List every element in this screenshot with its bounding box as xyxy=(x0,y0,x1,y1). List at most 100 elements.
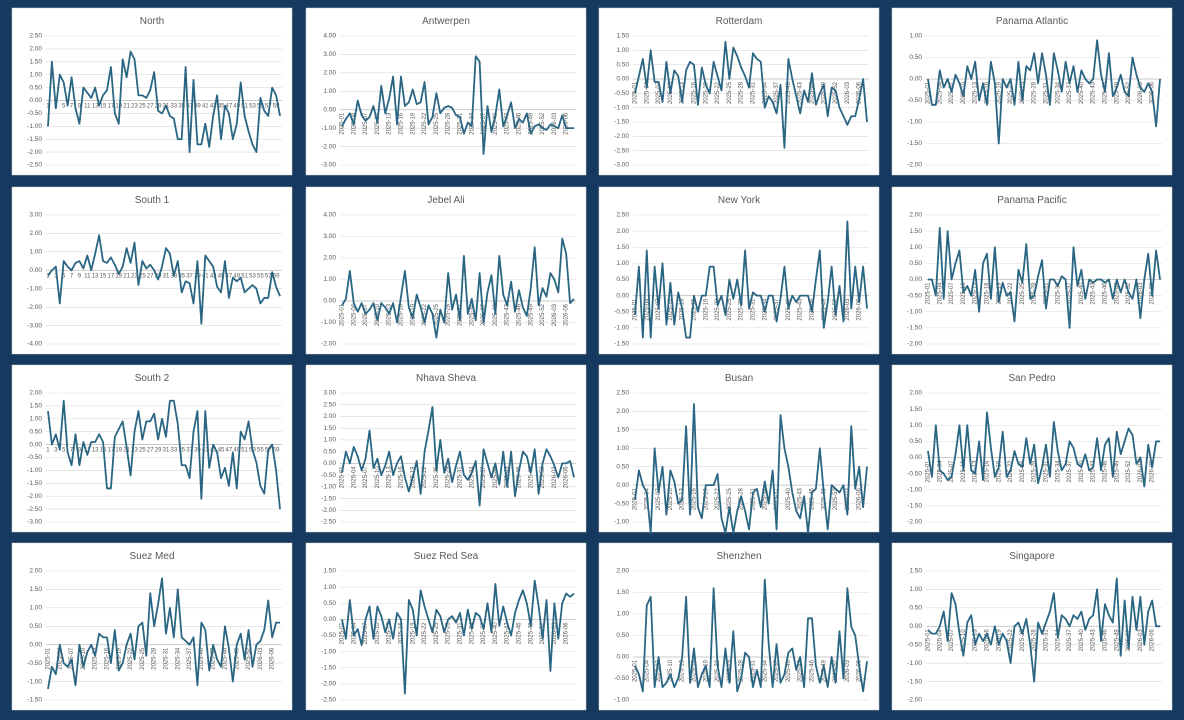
x-tick-label: 2026-03 xyxy=(845,298,851,321)
x-tick-label: 2025-37 xyxy=(774,298,780,321)
x-tick-label: 2025-46 xyxy=(810,487,816,510)
x-tick-label: 2025-46 xyxy=(517,622,523,645)
x-tick-label: 2026-03 xyxy=(1138,282,1144,305)
y-tick-label: 2.00 xyxy=(29,568,42,575)
x-tick-label: 2025-01 xyxy=(926,282,932,305)
x-tick-label: 2025-34 xyxy=(469,466,475,489)
y-tick-label: -1.50 xyxy=(907,140,922,147)
y-tick-label: 1.50 xyxy=(323,425,336,432)
y-tick-label: 0.50 xyxy=(323,600,336,607)
x-tick-label: 7 xyxy=(70,104,74,110)
y-tick-label: -1.00 xyxy=(907,119,922,126)
x-tick-label: 2025-40 xyxy=(1079,81,1085,104)
x-tick-label: 13 xyxy=(92,104,99,110)
x-tick-label: 2025-01 xyxy=(926,629,932,652)
y-tick-label: -0.50 xyxy=(321,632,336,639)
x-tick-label: 2025-28 xyxy=(446,622,452,645)
y-tick-label: 0.00 xyxy=(616,292,629,299)
y-tick-label: 0.50 xyxy=(909,54,922,61)
x-tick-label: 2025-43 xyxy=(798,659,804,682)
y-tick-label: -0.50 xyxy=(27,110,42,117)
x-tick-label: 2025-13 xyxy=(973,629,979,652)
x-tick-label: 2025-34 xyxy=(1055,81,1061,104)
x-tick-label: 2025-49 xyxy=(528,622,534,645)
y-tick-label: 3.00 xyxy=(323,390,336,397)
x-tick-label: 2025-07 xyxy=(656,298,662,321)
data-line xyxy=(927,39,1161,145)
x-tick-label: 2025-40 xyxy=(786,487,792,510)
chart-title: South 2 xyxy=(135,373,170,384)
x-tick-label: 53 xyxy=(249,273,256,279)
x-tick-label: 2025-49 xyxy=(528,112,534,135)
y-tick-label: 2.00 xyxy=(909,212,922,219)
x-tick-label: 29 xyxy=(155,448,162,454)
data-line xyxy=(341,406,575,507)
x-tick-label: 2025-16 xyxy=(399,303,405,326)
x-tick-label: 2025-19 xyxy=(116,647,122,670)
x-tick-label: 2025-04 xyxy=(351,466,357,489)
x-tick-label: 47 xyxy=(226,104,233,110)
x-tick-label: 2025-22 xyxy=(422,466,428,489)
x-tick-label: 2026-06 xyxy=(564,622,570,645)
x-tick-label: 2025-22 xyxy=(715,81,721,104)
x-tick-label: 15 xyxy=(100,104,107,110)
y-tick-label: 0.00 xyxy=(616,76,629,83)
data-line xyxy=(634,220,868,339)
y-tick-label: 0.50 xyxy=(909,605,922,612)
y-tick-label: -2.50 xyxy=(614,147,629,154)
x-tick-label: 9 xyxy=(78,448,82,454)
x-tick-label: 25 xyxy=(139,273,146,279)
x-tick-label: 7 xyxy=(70,448,74,454)
x-tick-label: 2025-13 xyxy=(387,622,393,645)
x-tick-label: 2025-52 xyxy=(540,112,546,135)
x-tick-label: 27 xyxy=(147,104,154,110)
chart-panel: Suez Med -1.50 -1.00 -0.50 0.00 0.50 1.00 1.50 2… xyxy=(11,542,293,711)
y-tick-label: 0.50 xyxy=(29,428,42,435)
y-tick-label: -1.00 xyxy=(907,486,922,493)
x-tick-label: 2026-03 xyxy=(552,466,558,489)
x-tick-label: 2026-06 xyxy=(270,647,276,670)
x-tick-label: 2025-07 xyxy=(363,112,369,135)
x-tick-label: 35 xyxy=(178,104,185,110)
y-tick-label: 0.50 xyxy=(616,276,629,283)
x-tick-label: 2025-07 xyxy=(363,622,369,645)
y-tick-label: 0.00 xyxy=(616,482,629,489)
x-tick-label: 39 xyxy=(194,448,201,454)
y-tick-label: -1.00 xyxy=(614,697,629,704)
data-line xyxy=(341,579,575,695)
x-tick-label: 51 xyxy=(241,273,248,279)
x-tick-label: 2025-43 xyxy=(1091,282,1097,305)
y-tick-label: -1.00 xyxy=(614,519,629,526)
y-tick-label: -2.00 xyxy=(321,507,336,514)
y-tick-label: 3.00 xyxy=(323,51,336,58)
y-tick-label: 1.50 xyxy=(323,568,336,575)
x-tick-label: 2025-40 xyxy=(493,622,499,645)
x-tick-label: 5 xyxy=(62,273,66,279)
x-tick-label: 2025-28 xyxy=(739,298,745,321)
x-tick-label: 2025-28 xyxy=(152,647,158,670)
x-tick-label: 2025-07 xyxy=(949,629,955,652)
y-tick-label: 0.00 xyxy=(323,460,336,467)
x-tick-label: 2025-04 xyxy=(937,81,943,104)
x-tick-label: 2025-10 xyxy=(961,629,967,652)
x-tick-label: 2025-25 xyxy=(434,622,440,645)
y-tick-label: 2.00 xyxy=(29,46,42,53)
x-tick-label: 2025-01 xyxy=(340,466,346,489)
x-tick-label: 2025-49 xyxy=(528,303,534,326)
y-tick-label: -2.00 xyxy=(614,133,629,140)
data-line xyxy=(341,55,575,155)
x-tick-label: 9 xyxy=(78,273,82,279)
x-tick-label: 45 xyxy=(218,273,225,279)
y-tick-label: 1.50 xyxy=(909,568,922,575)
x-tick-label: 2026-06 xyxy=(564,303,570,326)
x-tick-label: 33 xyxy=(170,448,177,454)
y-tick-label: 1.00 xyxy=(909,244,922,251)
x-tick-label: 31 xyxy=(163,273,170,279)
chart-panel: Shenzhen -1.00 -0.50 0.00 0.50 1.00 1.50 2.00 20… xyxy=(598,542,880,711)
y-tick-label: 0.50 xyxy=(616,463,629,470)
panel-background xyxy=(305,364,587,533)
panel-background xyxy=(305,186,587,355)
chart-title: San Pedro xyxy=(1008,373,1056,384)
y-tick-label: 2.50 xyxy=(29,33,42,40)
x-tick-label: 1 xyxy=(46,448,50,454)
